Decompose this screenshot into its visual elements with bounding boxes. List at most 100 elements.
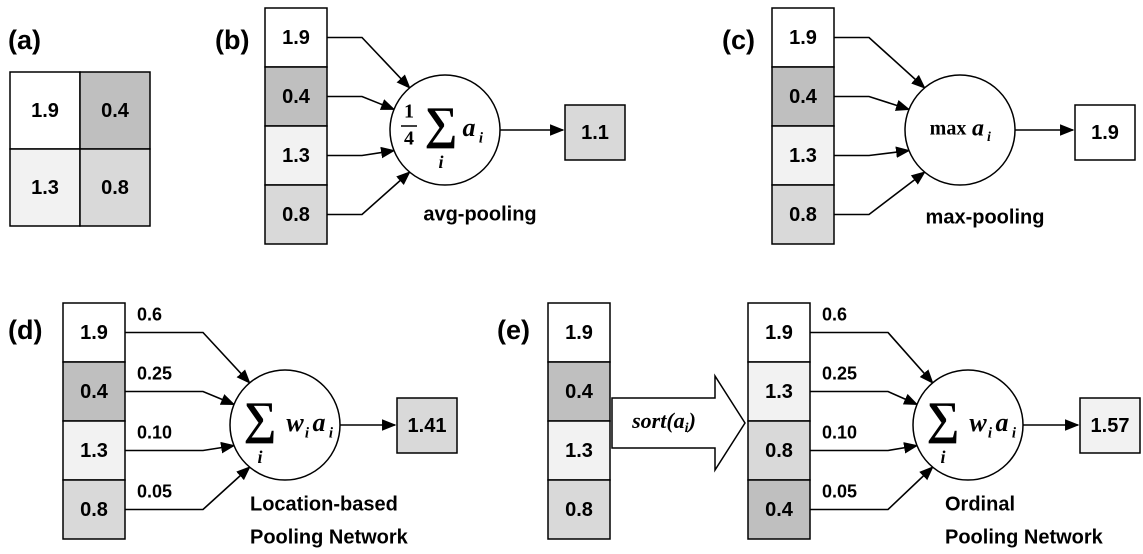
caption: Pooling Network xyxy=(945,526,1104,548)
cell xyxy=(771,184,835,245)
cell xyxy=(747,302,811,363)
cell xyxy=(547,302,611,363)
max-operator: max xyxy=(930,118,967,140)
sort-operation: sort(ai) xyxy=(631,408,696,436)
cell-value: 1.1 xyxy=(581,122,609,144)
weight: 0.6 xyxy=(822,304,847,324)
cell-value: 1.9 xyxy=(282,27,310,49)
sum-operator: ∑ xyxy=(927,393,960,444)
term-symbol: a xyxy=(972,116,984,142)
sum-operator: ∑ xyxy=(425,98,458,149)
cell-value: 0.8 xyxy=(101,177,129,199)
weight: 0.10 xyxy=(137,422,172,442)
cell xyxy=(79,148,151,227)
caption: avg-pooling xyxy=(423,203,536,225)
caption: Location-based xyxy=(250,493,398,515)
cell-value: 1.9 xyxy=(31,100,59,122)
weight: 0.25 xyxy=(822,363,857,383)
cell-value: 0.8 xyxy=(765,440,793,462)
cell-value: 1.3 xyxy=(765,381,793,403)
panel-label: (c) xyxy=(722,25,755,55)
term-index: i xyxy=(329,425,334,441)
arrow xyxy=(125,390,236,406)
panel-label: (b) xyxy=(215,25,249,55)
sort-arrow xyxy=(611,373,746,473)
cell-value: 0.8 xyxy=(80,499,108,521)
cell-value: 1.9 xyxy=(565,322,593,344)
weight-index: i xyxy=(305,425,310,441)
cell xyxy=(564,104,626,161)
weight: 0.05 xyxy=(822,481,857,501)
term-index: i xyxy=(479,130,484,146)
arrow xyxy=(834,171,926,216)
caption: max-pooling xyxy=(926,206,1045,228)
arrow xyxy=(125,441,236,454)
cell-value: 0.4 xyxy=(789,86,818,108)
cell-value: 0.4 xyxy=(101,100,130,122)
weight: 0.6 xyxy=(137,304,162,324)
cell xyxy=(79,71,151,150)
sum-operator: ∑ xyxy=(244,393,277,444)
arrow xyxy=(327,171,411,216)
cell-value: 1.9 xyxy=(765,322,793,344)
weight: 0.10 xyxy=(822,422,857,442)
cell xyxy=(747,479,811,540)
cell-value: 1.57 xyxy=(1091,415,1130,437)
fraction-denominator: 4 xyxy=(404,128,414,150)
operation-arg-index: i xyxy=(685,421,689,436)
weight-symbol: w xyxy=(286,408,304,437)
weight-index: i xyxy=(988,425,993,441)
cell-value: 1.41 xyxy=(408,415,447,437)
cell xyxy=(62,302,126,363)
cell-value: 1.3 xyxy=(565,440,593,462)
weight: 0.25 xyxy=(137,363,172,383)
cell xyxy=(1079,397,1141,454)
operation-open: ( xyxy=(666,408,675,433)
cell-value: 1.3 xyxy=(80,440,108,462)
operation-arg: a xyxy=(674,408,685,433)
arrow xyxy=(810,442,919,454)
cell xyxy=(547,361,611,422)
caption: Ordinal xyxy=(945,493,1015,515)
term-symbol: a xyxy=(313,408,326,437)
arrow xyxy=(327,95,396,111)
cell xyxy=(771,7,835,68)
cell xyxy=(547,479,611,540)
cell xyxy=(264,184,328,245)
cell xyxy=(396,397,458,454)
arrow xyxy=(834,95,911,111)
cell xyxy=(1074,104,1136,161)
cell-value: 0.8 xyxy=(789,204,817,226)
cell-value: 0.4 xyxy=(282,86,311,108)
operation-close: ) xyxy=(687,408,696,433)
cell xyxy=(771,125,835,186)
sum-index: i xyxy=(257,447,262,467)
panel-label: (d) xyxy=(8,315,42,345)
cell xyxy=(264,66,328,127)
cell-value: 1.9 xyxy=(1091,122,1119,144)
cell xyxy=(547,420,611,481)
operation-name: sort xyxy=(631,408,667,433)
cell-value: 0.4 xyxy=(765,499,794,521)
panel-label: (a) xyxy=(8,25,41,55)
weight: 0.05 xyxy=(137,481,172,501)
sum-index: i xyxy=(438,152,443,172)
arrow xyxy=(810,390,919,406)
term-index: i xyxy=(987,130,991,145)
cell xyxy=(62,361,126,422)
cell xyxy=(62,420,126,481)
cell-value: 1.3 xyxy=(31,177,59,199)
arrow xyxy=(125,466,251,511)
caption: Pooling Network xyxy=(250,526,409,548)
cell-value: 0.8 xyxy=(282,204,310,226)
cell-value: 0.8 xyxy=(565,499,593,521)
arrow xyxy=(327,146,396,159)
cell-value: 1.3 xyxy=(282,145,310,167)
term-index: i xyxy=(1012,425,1017,441)
cell-value: 1.3 xyxy=(789,145,817,167)
cell xyxy=(9,71,81,150)
cell-value: 0.4 xyxy=(80,381,109,403)
cell xyxy=(62,479,126,540)
cell xyxy=(747,361,811,422)
